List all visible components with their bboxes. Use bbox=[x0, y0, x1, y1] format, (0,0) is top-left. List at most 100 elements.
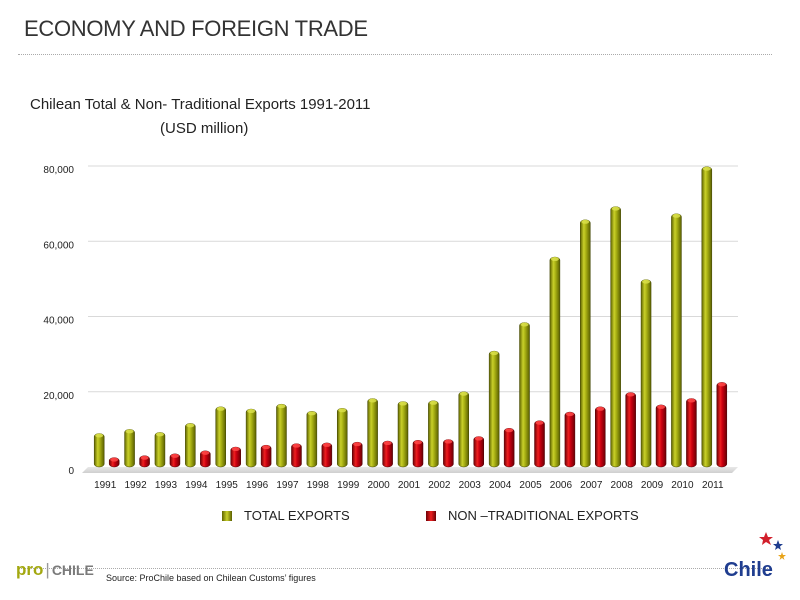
star-blue-icon bbox=[773, 540, 783, 550]
bar-cap bbox=[262, 445, 271, 450]
bar-non-traditional-exports bbox=[595, 406, 606, 468]
bar-cap bbox=[626, 392, 635, 397]
x-tick-label: 1996 bbox=[246, 480, 269, 491]
bar-body bbox=[640, 279, 652, 468]
bar-body bbox=[580, 219, 591, 468]
bar-non-traditional-exports bbox=[686, 398, 697, 468]
prochile-logo-pro: pro bbox=[16, 560, 44, 579]
x-tick-label: 1999 bbox=[337, 480, 360, 491]
x-tick-label: 2000 bbox=[367, 480, 390, 491]
bar-non-traditional-exports bbox=[412, 440, 424, 468]
bar-body bbox=[412, 440, 424, 468]
legend-total-swatch bbox=[222, 510, 232, 521]
bar-non-traditional-exports bbox=[655, 404, 667, 468]
bar-cap bbox=[672, 213, 681, 218]
bar-cap bbox=[247, 409, 256, 414]
page-title: ECONOMY AND FOREIGN TRADE bbox=[24, 16, 368, 41]
bar-body bbox=[154, 432, 166, 468]
bar-cap bbox=[657, 404, 666, 409]
bar-total-exports bbox=[245, 408, 257, 468]
bar-body bbox=[716, 382, 728, 468]
bar-non-traditional-exports bbox=[321, 442, 333, 468]
x-tick-label: 2009 bbox=[641, 480, 664, 491]
bar-total-exports bbox=[458, 391, 470, 468]
x-tick-label: 2010 bbox=[671, 480, 694, 491]
prochile-logo-chile: CHILE bbox=[51, 562, 94, 578]
bar-cap bbox=[611, 206, 620, 211]
bar-cap bbox=[338, 408, 347, 413]
prochile-logo: pro | CHILE bbox=[16, 560, 94, 580]
bar-cap bbox=[490, 351, 499, 356]
bar-body bbox=[549, 256, 561, 468]
bar-non-traditional-exports bbox=[503, 427, 515, 468]
bar-cap bbox=[322, 442, 331, 447]
bar-non-traditional-exports bbox=[200, 450, 211, 468]
legend-nontraditional: NON –TRADITIONAL EXPORTS bbox=[426, 508, 639, 523]
bar-body bbox=[519, 322, 530, 468]
bar-cap bbox=[505, 428, 514, 433]
legend-total-label: TOTAL EXPORTS bbox=[244, 508, 350, 523]
bar-total-exports bbox=[580, 219, 591, 468]
bar-body bbox=[215, 406, 226, 468]
bar-total-exports bbox=[701, 166, 713, 468]
legend-nontraditional-swatch bbox=[426, 510, 436, 521]
x-tick-label: 1991 bbox=[94, 480, 117, 491]
bar-cap bbox=[687, 398, 696, 403]
chile-brand-logo: Chile bbox=[724, 532, 786, 581]
bar-cap bbox=[550, 257, 559, 262]
bar-total-exports bbox=[671, 213, 682, 468]
bar-non-traditional-exports bbox=[443, 439, 454, 468]
y-tick-label: 60,000 bbox=[43, 240, 74, 251]
x-tick-label: 2003 bbox=[459, 480, 482, 491]
bar-cap bbox=[353, 442, 362, 447]
bar-body bbox=[93, 433, 105, 468]
bar-total-exports bbox=[154, 432, 166, 468]
x-tick-label: 2005 bbox=[519, 480, 542, 491]
bar-cap bbox=[231, 447, 240, 452]
bar-cap bbox=[642, 279, 651, 284]
bar-cap bbox=[520, 322, 529, 327]
bar-body bbox=[534, 420, 545, 468]
legend-total: TOTAL EXPORTS bbox=[222, 508, 350, 523]
bar-non-traditional-exports bbox=[625, 392, 636, 468]
bar-cap bbox=[292, 443, 301, 448]
y-tick-label: 80,000 bbox=[43, 165, 74, 176]
bar-cap bbox=[459, 391, 468, 396]
chart-subtitle: (USD million) bbox=[160, 120, 249, 137]
bar-total-exports bbox=[428, 400, 439, 468]
x-tick-label: 2011 bbox=[702, 480, 724, 491]
source-note: Source: ProChile based on Chilean Custom… bbox=[106, 573, 316, 583]
bar-body bbox=[671, 213, 682, 468]
bar-total-exports bbox=[488, 350, 500, 468]
x-tick-label: 2006 bbox=[550, 480, 573, 491]
bar-non-traditional-exports bbox=[564, 411, 576, 468]
chile-brand-text: Chile bbox=[724, 559, 773, 581]
x-tick-label: 2004 bbox=[489, 480, 512, 491]
bar-body bbox=[276, 403, 287, 468]
bar-total-exports bbox=[185, 423, 196, 468]
bar-non-traditional-exports bbox=[139, 455, 150, 468]
bar-cap bbox=[277, 404, 286, 409]
x-tick-label: 1995 bbox=[216, 480, 239, 491]
bar-body bbox=[336, 408, 348, 468]
y-tick-label: 40,000 bbox=[43, 316, 74, 327]
bar-cap bbox=[383, 441, 392, 446]
bar-total-exports bbox=[640, 279, 652, 468]
bar-non-traditional-exports bbox=[351, 441, 363, 468]
bar-total-exports bbox=[397, 401, 409, 468]
bar-cap bbox=[414, 440, 422, 445]
bar-total-exports bbox=[276, 403, 287, 468]
star-red-icon bbox=[759, 532, 773, 545]
bar-body bbox=[564, 411, 576, 468]
bar-body bbox=[185, 423, 196, 468]
bar-body bbox=[428, 400, 439, 468]
legend-nontraditional-label: NON –TRADITIONAL EXPORTS bbox=[448, 508, 639, 523]
bar-body bbox=[443, 439, 454, 468]
bar-body bbox=[503, 427, 515, 468]
x-tick-label: 1994 bbox=[185, 480, 208, 491]
bar-cap bbox=[125, 429, 134, 434]
bar-cap bbox=[702, 166, 711, 171]
chart-title: Chilean Total & Non- Traditional Exports… bbox=[30, 96, 371, 113]
x-tick-label: 1998 bbox=[307, 480, 330, 491]
